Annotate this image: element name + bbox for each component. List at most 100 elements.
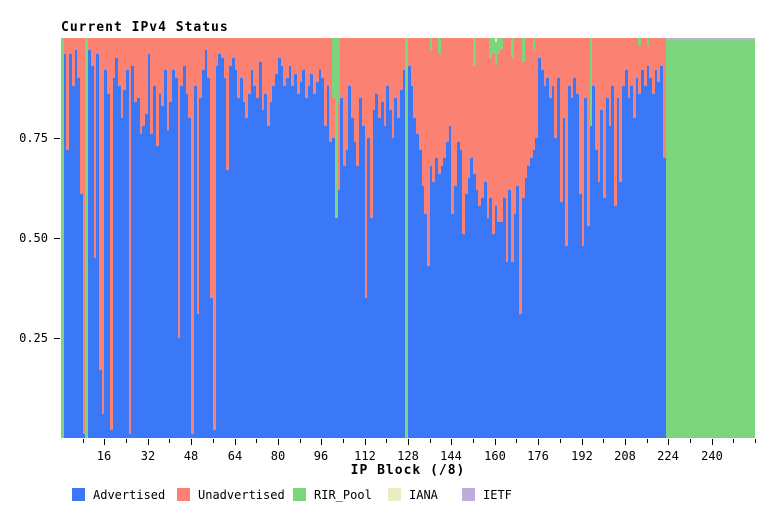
x-major-tick-mark <box>191 439 192 445</box>
bar-segment-unadvertised <box>308 38 310 86</box>
bar-segment-unadvertised <box>516 38 519 186</box>
bar-segment-unadvertised <box>216 38 218 66</box>
bar-segment-advertised <box>121 118 123 438</box>
x-major-tick-mark <box>451 439 452 445</box>
bar-segment-advertised <box>354 142 356 438</box>
bar-segment-unadvertised <box>267 38 270 126</box>
bar-segment-rir-pool <box>741 40 744 438</box>
bar-segment-advertised <box>527 166 530 438</box>
bar-segment-unadvertised <box>340 38 343 98</box>
bar-segment-rir-pool <box>714 40 717 438</box>
bar-segment-advertised <box>397 118 400 438</box>
bar-segment-rir-pool <box>682 40 685 438</box>
bar-segment-advertised <box>628 98 630 438</box>
bar-segment-advertised <box>506 262 508 438</box>
bar-segment-unadvertised <box>180 38 183 86</box>
bar-segment-unadvertised <box>245 38 248 118</box>
bar-segment-advertised <box>110 430 113 438</box>
bar-segment-ietf <box>712 38 714 40</box>
bar-segment-advertised <box>88 50 91 438</box>
bar-segment-unadvertised <box>473 66 476 174</box>
bar-segment-advertised <box>546 78 549 438</box>
bar-segment-unadvertised <box>582 38 584 246</box>
bar-segment-advertised <box>362 126 365 438</box>
x-axis-title: IP Block (/8) <box>350 463 466 478</box>
bar-segment-advertised <box>638 94 641 438</box>
bar-segment-advertised <box>107 94 110 438</box>
bar-segment-unadvertised <box>75 38 77 50</box>
bar-segment-unadvertised <box>110 38 113 430</box>
bar-segment-advertised <box>508 190 511 438</box>
bar-segment-advertised <box>175 78 178 438</box>
bar-segment-advertised <box>598 182 600 438</box>
bar-segment-unadvertised <box>522 62 525 198</box>
bar-segment-advertised <box>614 206 617 438</box>
x-minor-tick-mark <box>755 439 756 443</box>
x-tick-label: 64 <box>227 449 243 463</box>
bar-segment-advertised <box>240 78 243 438</box>
bar-segment-advertised <box>226 170 229 438</box>
bar-segment-advertised <box>590 126 592 438</box>
bar-segment-unadvertised <box>549 38 552 98</box>
bar-segment-advertised <box>248 94 251 438</box>
bar-segment-unadvertised <box>454 38 457 186</box>
bar-segment-unadvertised <box>500 50 503 222</box>
bar-segment-unadvertised <box>408 38 411 66</box>
bar-segment-advertised <box>563 118 565 438</box>
bar-segment-unadvertised <box>175 38 178 78</box>
bar-segment-unadvertised <box>338 102 340 190</box>
legend-label-iana: IANA <box>409 488 438 502</box>
bar-segment-rir-pool <box>687 40 690 438</box>
bar-segment-unadvertised <box>649 38 652 78</box>
bar-segment-rir-pool <box>733 40 736 438</box>
bar-segment-unadvertised <box>435 38 438 158</box>
bar-segment-advertised <box>235 70 237 438</box>
bar-segment-rir-pool <box>731 40 733 438</box>
bar-segment-advertised <box>584 98 587 438</box>
bar-segment-unadvertised <box>134 38 137 102</box>
bar-segment-ietf <box>693 38 695 40</box>
bar-segment-unadvertised <box>107 38 110 94</box>
bar-segment-unadvertised <box>83 38 85 434</box>
bar-segment-unadvertised <box>251 38 253 70</box>
bar-segment-unadvertised <box>565 38 568 246</box>
bar-segment-advertised <box>264 94 267 438</box>
bar-segment-advertised <box>275 74 278 438</box>
x-major-tick-mark <box>668 439 669 445</box>
bar-segment-unadvertised <box>199 38 202 98</box>
bar-segment-advertised <box>367 138 370 438</box>
x-major-tick-mark <box>278 439 279 445</box>
bar-segment-unadvertised <box>576 38 579 94</box>
bar-segment-rir-pool <box>701 40 703 438</box>
bar-segment-unadvertised <box>514 38 516 214</box>
bar-segment-unadvertised <box>72 38 75 86</box>
bar-segment-unadvertised <box>630 38 633 86</box>
bar-segment-unadvertised <box>297 38 300 94</box>
bar-segment-advertised <box>319 70 321 438</box>
bar-segment-unadvertised <box>609 38 611 126</box>
bar-segment-rir-pool <box>706 40 709 438</box>
bar-segment-advertised <box>270 102 272 438</box>
bar-segment-unadvertised <box>557 38 560 78</box>
bar-segment-ietf <box>728 38 731 40</box>
bar-segment-unadvertised <box>178 38 180 338</box>
bar-segment-unadvertised <box>221 38 224 58</box>
bar-segment-unadvertised <box>96 38 99 54</box>
bar-segment-advertised <box>148 54 150 438</box>
bar-segment-rir-pool <box>698 40 701 438</box>
bar-segment-unadvertised <box>327 38 329 86</box>
bar-segment-unadvertised <box>595 38 598 150</box>
bar-segment-rir-pool <box>495 42 497 66</box>
bar-segment-advertised <box>617 98 619 438</box>
bar-segment-unadvertised <box>544 38 546 86</box>
legend-item-advertised: Advertised <box>72 487 212 503</box>
bar-segment-unadvertised <box>511 58 514 262</box>
bar-segment-advertised <box>438 174 441 438</box>
bar-segment-rir-pool <box>522 38 525 62</box>
bar-segment-unadvertised <box>232 38 235 58</box>
bar-segment-advertised <box>541 70 544 438</box>
bar-segment-unadvertised <box>546 38 549 78</box>
bar-segment-unadvertised <box>600 38 603 110</box>
bar-segment-unadvertised <box>449 38 451 126</box>
bar-segment-advertised <box>465 194 468 438</box>
